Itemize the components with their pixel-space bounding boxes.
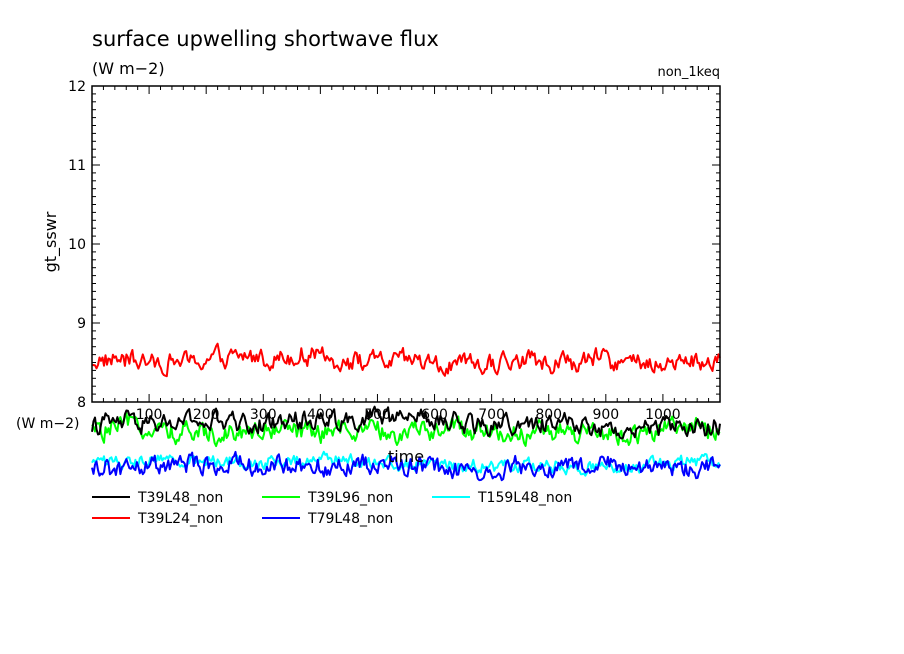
secondary-units-label: (W m−2) <box>16 416 80 432</box>
x-tick-label: 100 <box>136 407 163 423</box>
x-tick-label: 1000 <box>645 407 681 423</box>
y-tick-label: 8 <box>77 395 86 411</box>
series-line <box>91 405 721 440</box>
y-tick-labels: 8 9 10 11 12 <box>68 79 86 411</box>
x-tick-label: 500 <box>364 407 391 423</box>
x-tick-labels: 100 200 300 400 500 600 700 800 900 1000 <box>136 407 681 423</box>
y-tick-label: 11 <box>68 158 86 174</box>
series-lines <box>91 342 721 482</box>
legend: T39L48_non T39L96_non T159L48_non T39L24_no… <box>92 490 572 527</box>
legend-label: T39L48_non <box>137 490 223 506</box>
x-tick-label: 400 <box>307 407 334 423</box>
x-tick-label: 900 <box>592 407 619 423</box>
x-tick-label: 700 <box>478 407 505 423</box>
y-tick-label: 12 <box>68 79 86 95</box>
chart-title: surface upwelling shortwave flux <box>92 27 439 51</box>
legend-label: T39L96_non <box>307 490 393 506</box>
x-tick-label: 300 <box>250 407 277 423</box>
y-axis-label: gt_sswr <box>41 211 61 272</box>
x-tick-label: 800 <box>535 407 562 423</box>
series-line <box>91 342 721 378</box>
y-tick-label: 10 <box>68 237 86 253</box>
units-label: (W m−2) <box>92 59 165 78</box>
x-tick-label: 200 <box>193 407 220 423</box>
series-line <box>91 450 721 482</box>
legend-label: T159L48_non <box>477 490 572 506</box>
experiment-label: non_1keq <box>657 65 720 80</box>
legend-label: T79L48_non <box>307 511 393 527</box>
x-tick-label: 600 <box>421 407 448 423</box>
plot-frame <box>91 85 721 403</box>
x-axis-label: time <box>388 447 424 466</box>
legend-label: T39L24_non <box>137 511 223 527</box>
y-tick-label: 9 <box>77 316 86 332</box>
